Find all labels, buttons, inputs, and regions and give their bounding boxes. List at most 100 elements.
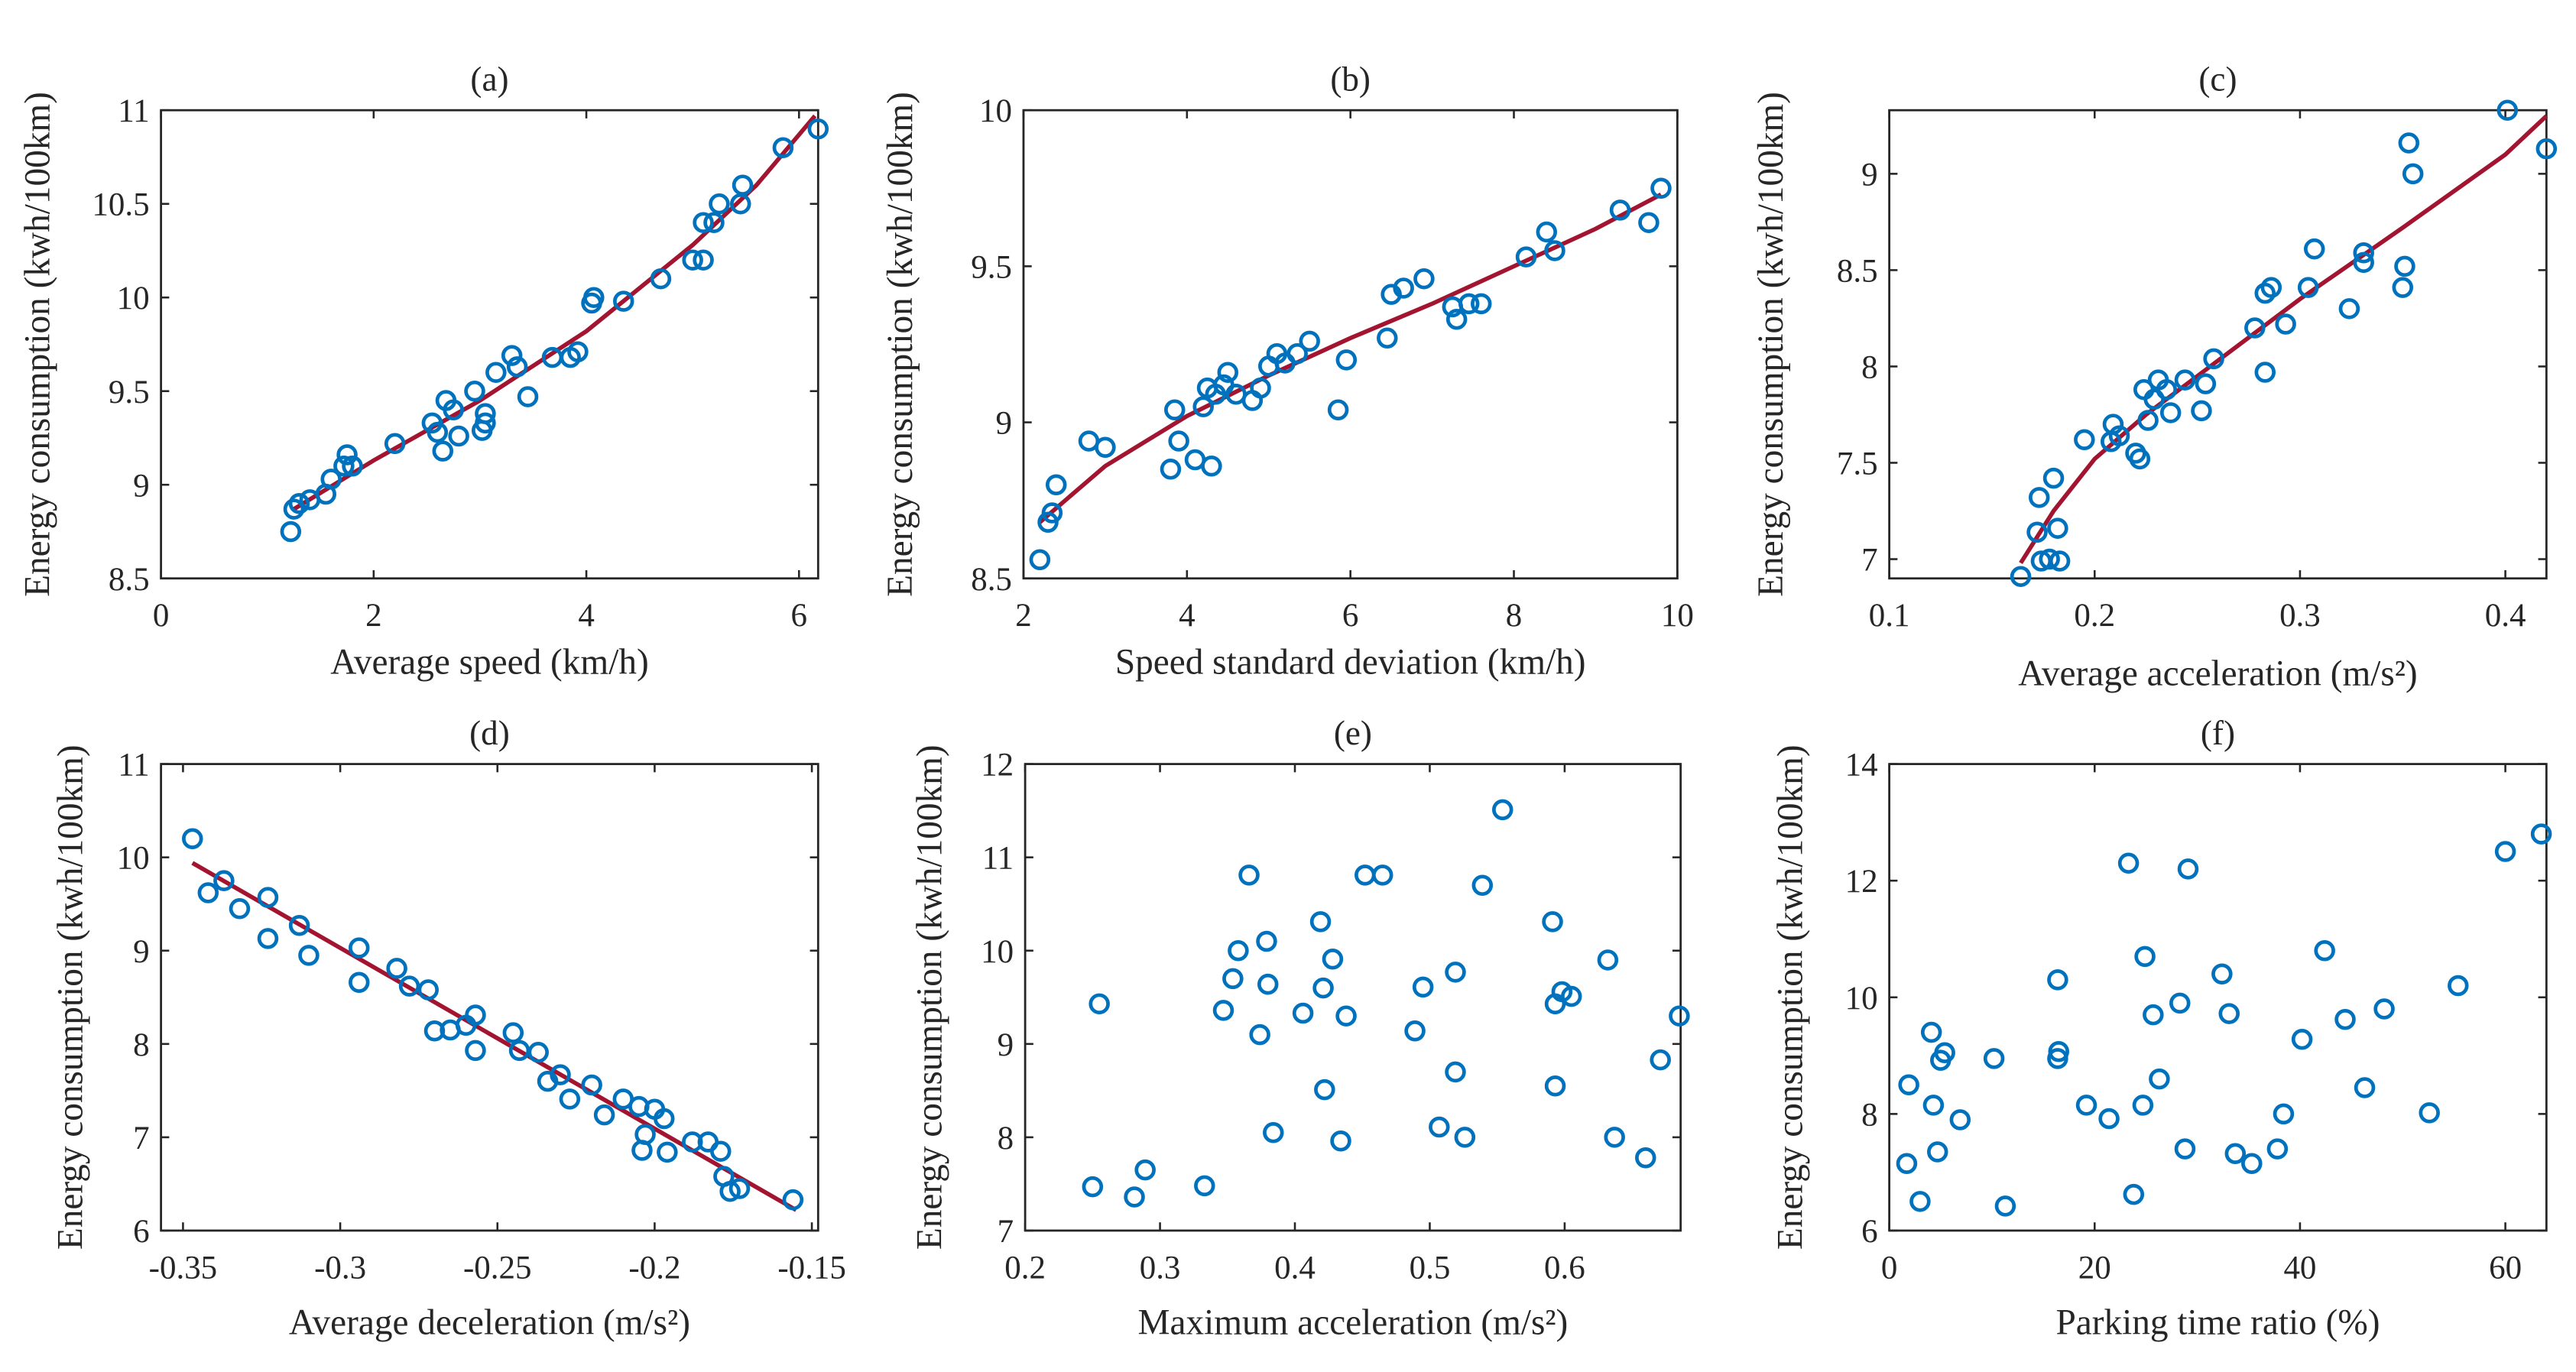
y-tick-label: 9 [995,406,1011,442]
data-point [1560,985,1582,1007]
data-point [2275,313,2296,335]
x-tick-label: 2 [365,598,381,634]
x-tick-label: -0.35 [149,1250,218,1286]
x-tick-label: 6 [1342,598,1358,634]
data-point [1029,549,1051,570]
data-point [2273,1103,2295,1125]
data-point [417,979,440,1001]
data-point [1335,349,1358,371]
data-point [1256,930,1277,952]
data-point [2117,852,2140,874]
y-axis-label: Energy consumption (kwh/100km) [881,92,920,597]
data-point [1909,1191,1931,1212]
data-point [2260,277,2282,298]
x-tick-label: 10 [1661,598,1694,634]
x-axis-label: Parking time ratio (%) [2055,1302,2380,1342]
panel-title: (b) [1330,60,1371,98]
data-point [1257,973,1279,995]
data-point [2010,566,2032,587]
data-point [2149,1068,2170,1090]
data-point [1920,1021,1942,1043]
data-point [1429,1116,1450,1138]
y-tick-label: 12 [981,748,1014,783]
data-point [2373,998,2395,1020]
data-point [485,362,507,383]
data-point [654,1108,675,1130]
x-tick-label: -0.2 [628,1250,680,1286]
data-point [2334,1009,2356,1030]
data-point [213,870,235,891]
data-point [2535,138,2558,160]
data-point [1212,1000,1234,1021]
data-point [398,975,420,997]
data-point [257,928,279,949]
y-tick-label: 12 [1845,864,1878,900]
fit-curve [293,114,817,511]
data-point [1393,277,1414,299]
x-tick-label: 0 [1881,1250,1897,1286]
data-point [1330,1130,1351,1152]
data-point [1217,362,1239,383]
x-tick-label: 0.4 [1274,1250,1316,1286]
data-point [1635,1147,1656,1169]
data-point [333,455,355,477]
data-point [2074,429,2095,450]
data-point [1445,1061,1466,1083]
y-tick-label: 9 [133,934,149,970]
y-tick-label: 10.5 [92,187,149,223]
x-axis-label: Speed standard deviation (km/h) [1115,642,1586,682]
data-point [2123,1183,2145,1205]
data-point [2098,1108,2120,1130]
data-point [634,1124,656,1145]
data-point [2203,348,2224,370]
data-point [693,212,714,233]
data-point [2338,298,2360,319]
data-point [465,1004,486,1026]
data-point [1309,911,1332,933]
data-point [2254,282,2276,304]
data-point [1286,342,1308,365]
data-point [1609,199,1631,221]
data-point [2266,1138,2289,1160]
data-point [336,444,358,465]
data-point [2174,1138,2196,1160]
data-point [342,455,363,477]
data-point [2224,1143,2247,1165]
plot-area [160,763,819,1232]
data-point [2039,548,2060,570]
data-point [1471,874,1494,897]
y-tick-label: 10 [117,841,150,877]
y-axis-label: Energy consumption (kwh/100km) [910,744,950,1250]
data-point [432,440,454,462]
x-axis-label: Maximum acceleration (m/s²) [1138,1302,1569,1342]
x-tick-label: 0.1 [1869,598,1910,634]
data-point [1896,1153,1918,1174]
data-point [475,403,496,424]
data-point [1515,246,1537,268]
data-point [2129,448,2151,470]
data-point [1898,1074,1919,1095]
y-tick-label: 8.5 [971,562,1012,598]
y-tick-label: 10 [1845,981,1878,1017]
data-point [2241,1153,2263,1174]
x-tick-label: 40 [2283,1250,2316,1286]
data-point [1322,948,1344,970]
data-point [2134,945,2156,968]
data-point [1445,962,1466,983]
data-point [349,971,370,994]
y-tick-label: 8.5 [109,562,150,598]
data-point [288,915,310,936]
y-tick-label: 9 [998,1027,1014,1063]
y-tick-label: 14 [1845,748,1878,783]
data-point [1491,799,1513,821]
y-tick-label: 7 [998,1214,1014,1250]
data-point [386,958,407,979]
data-point [288,492,310,514]
y-tick-label: 9 [1861,157,1877,193]
data-point [2494,841,2516,862]
y-tick-label: 7 [1861,543,1877,579]
data-point [1299,330,1320,352]
x-tick-label: 60 [2489,1250,2522,1286]
y-tick-label: 8 [1861,1097,1877,1133]
data-point [1263,1122,1284,1143]
